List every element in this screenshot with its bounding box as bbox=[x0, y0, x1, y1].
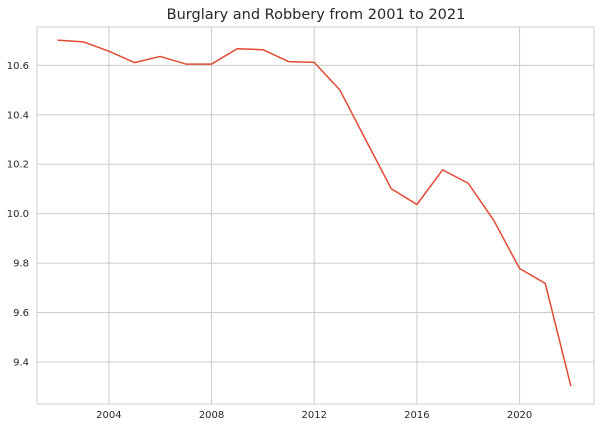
y-tick-label: 10.6 bbox=[7, 61, 29, 72]
x-tick-label: 2016 bbox=[404, 410, 429, 421]
chart-title: Burglary and Robbery from 2001 to 2021 bbox=[167, 7, 466, 23]
plot-frame bbox=[36, 26, 595, 405]
series-layer bbox=[57, 39, 572, 387]
grid-lines bbox=[37, 27, 594, 404]
x-tick-label: 2020 bbox=[507, 410, 532, 421]
x-axis-ticks: 2004 2008 2012 2016 2020 bbox=[96, 410, 532, 421]
y-tick-label: 10.2 bbox=[7, 160, 29, 171]
x-tick-label: 2012 bbox=[301, 410, 326, 421]
y-tick-label: 9.8 bbox=[13, 259, 29, 270]
y-tick-label: 10.0 bbox=[7, 209, 29, 220]
y-tick-label: 10.4 bbox=[7, 110, 29, 121]
y-axis-ticks: 9.4 9.6 9.8 10.0 10.2 10.4 10.6 bbox=[7, 61, 29, 369]
x-tick-label: 2004 bbox=[96, 410, 121, 421]
y-tick-label: 9.4 bbox=[13, 357, 29, 368]
x-tick-label: 2008 bbox=[199, 410, 224, 421]
y-tick-label: 9.6 bbox=[13, 308, 29, 319]
